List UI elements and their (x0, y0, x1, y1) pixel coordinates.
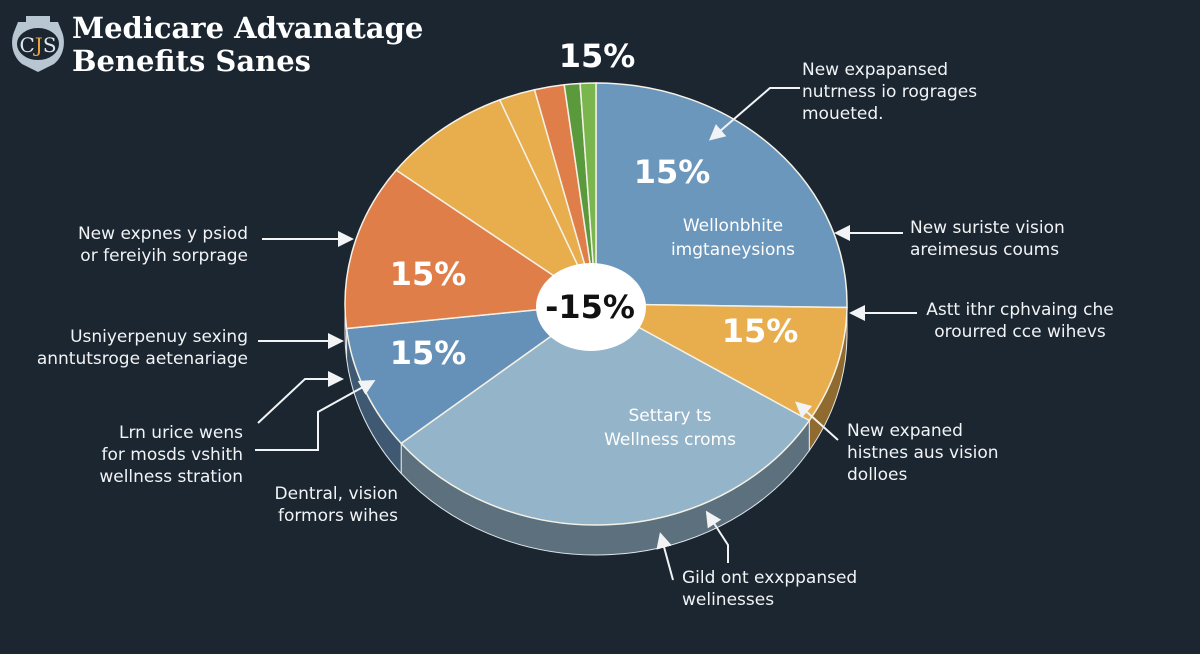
inner-text-line: imgtaneysions (670, 240, 796, 260)
annotation-right-2: Astt ithr cphvaing che orourred cce wihe… (920, 299, 1120, 343)
slice-label-blue: 15% (633, 153, 711, 191)
pie-slice-5[interactable] (395, 98, 598, 307)
top-percent-label: 15% (558, 37, 636, 75)
annotation-right-3: New expaned histnes aus vision dolloes (847, 420, 999, 486)
arrow-left-3a (257, 371, 344, 424)
arrow-right-3 (795, 401, 839, 441)
annotation-line: New expaned (847, 421, 963, 441)
title-line-2: Benefits Sanes (72, 44, 311, 78)
inner-text-line: Settary ts (628, 406, 712, 426)
annotation-right-1: New suriste vision areimesus coums (910, 217, 1065, 261)
slice-label-medium-blue: 15% (389, 334, 467, 372)
arrow-bottom-1 (656, 532, 674, 581)
annotation-line: anntutsroge aetenariage (36, 349, 248, 369)
annotation-line: orourred cce wihevs (934, 322, 1106, 342)
slice-label-yellow: 15% (721, 312, 799, 350)
annotation-line: Astt ithr cphvaing che (926, 300, 1114, 320)
pie-slice-9[interactable] (579, 82, 597, 305)
annotation-line: or fereiyih sorprage (80, 246, 248, 266)
center-label: -15% (545, 288, 635, 326)
annotation-arrows (255, 87, 917, 581)
svg-text:CJS: CJS (19, 33, 56, 57)
annotation-line: dolloes (847, 465, 908, 485)
pie-slice-0[interactable] (595, 82, 848, 309)
inner-text-line: Wellness croms (604, 430, 736, 450)
annotation-left-3: Lrn urice wens for mosds vshith wellness… (40, 422, 243, 488)
annotation-line: formors wihes (277, 506, 398, 526)
slice-inner-text-light-blue: Settary ts Wellness croms (604, 404, 736, 452)
annotation-line: nutrness io rograges (802, 82, 978, 102)
arrow-bottom-2 (705, 510, 729, 563)
arrow-left-3b (255, 380, 376, 451)
slice-label-orange: 15% (389, 255, 467, 293)
annotation-line: Dentral, vision (274, 484, 398, 504)
pie-slice-2[interactable] (400, 303, 811, 526)
annotation-line: New suriste vision (910, 218, 1065, 238)
annotation-line: for mosds vshith (101, 445, 243, 465)
inner-text-line: Wellonbhite (682, 216, 784, 236)
annotation-line: New expnes y psiod (77, 224, 248, 244)
annotation-line: welinesses (682, 590, 775, 610)
annotation-line: areimesus coums (910, 240, 1060, 260)
pie-slices (344, 82, 848, 526)
slice-inner-text-blue: Wellonbhite imgtaneysions (671, 214, 795, 262)
center-badge (536, 263, 646, 351)
page-title: Medicare Advanatage Benefits Sanes (72, 12, 423, 78)
annotation-bottom: Gild ont exxppansed welinesses (682, 567, 857, 611)
annotation-line: histnes aus vision (847, 443, 999, 463)
annotation-left-1: New expnes y psiod or fereiyih sorprage (20, 223, 248, 267)
annotation-left-2: Usniyerpenuy sexing anntutsroge aetenari… (10, 326, 248, 370)
annotation-line: New expapansed (802, 60, 949, 80)
annotation-top-right: New expapansed nutrness io rograges moue… (802, 59, 977, 125)
annotation-line: Usniyerpenuy sexing (70, 327, 248, 347)
title-line-1: Medicare Advanatage (72, 11, 424, 45)
annotation-line: moueted. (802, 104, 884, 124)
arrow-top-right (708, 87, 800, 141)
annotation-line: Lrn urice wens (118, 423, 243, 443)
cjs-logo: CJS (12, 16, 64, 72)
annotation-line: Gild ont exxppansed (682, 568, 858, 588)
annotation-line: wellness stration (99, 467, 243, 487)
pie-slice-4[interactable] (344, 169, 599, 330)
annotation-bottom-left: Dentral, vision formors wihes (200, 483, 398, 527)
